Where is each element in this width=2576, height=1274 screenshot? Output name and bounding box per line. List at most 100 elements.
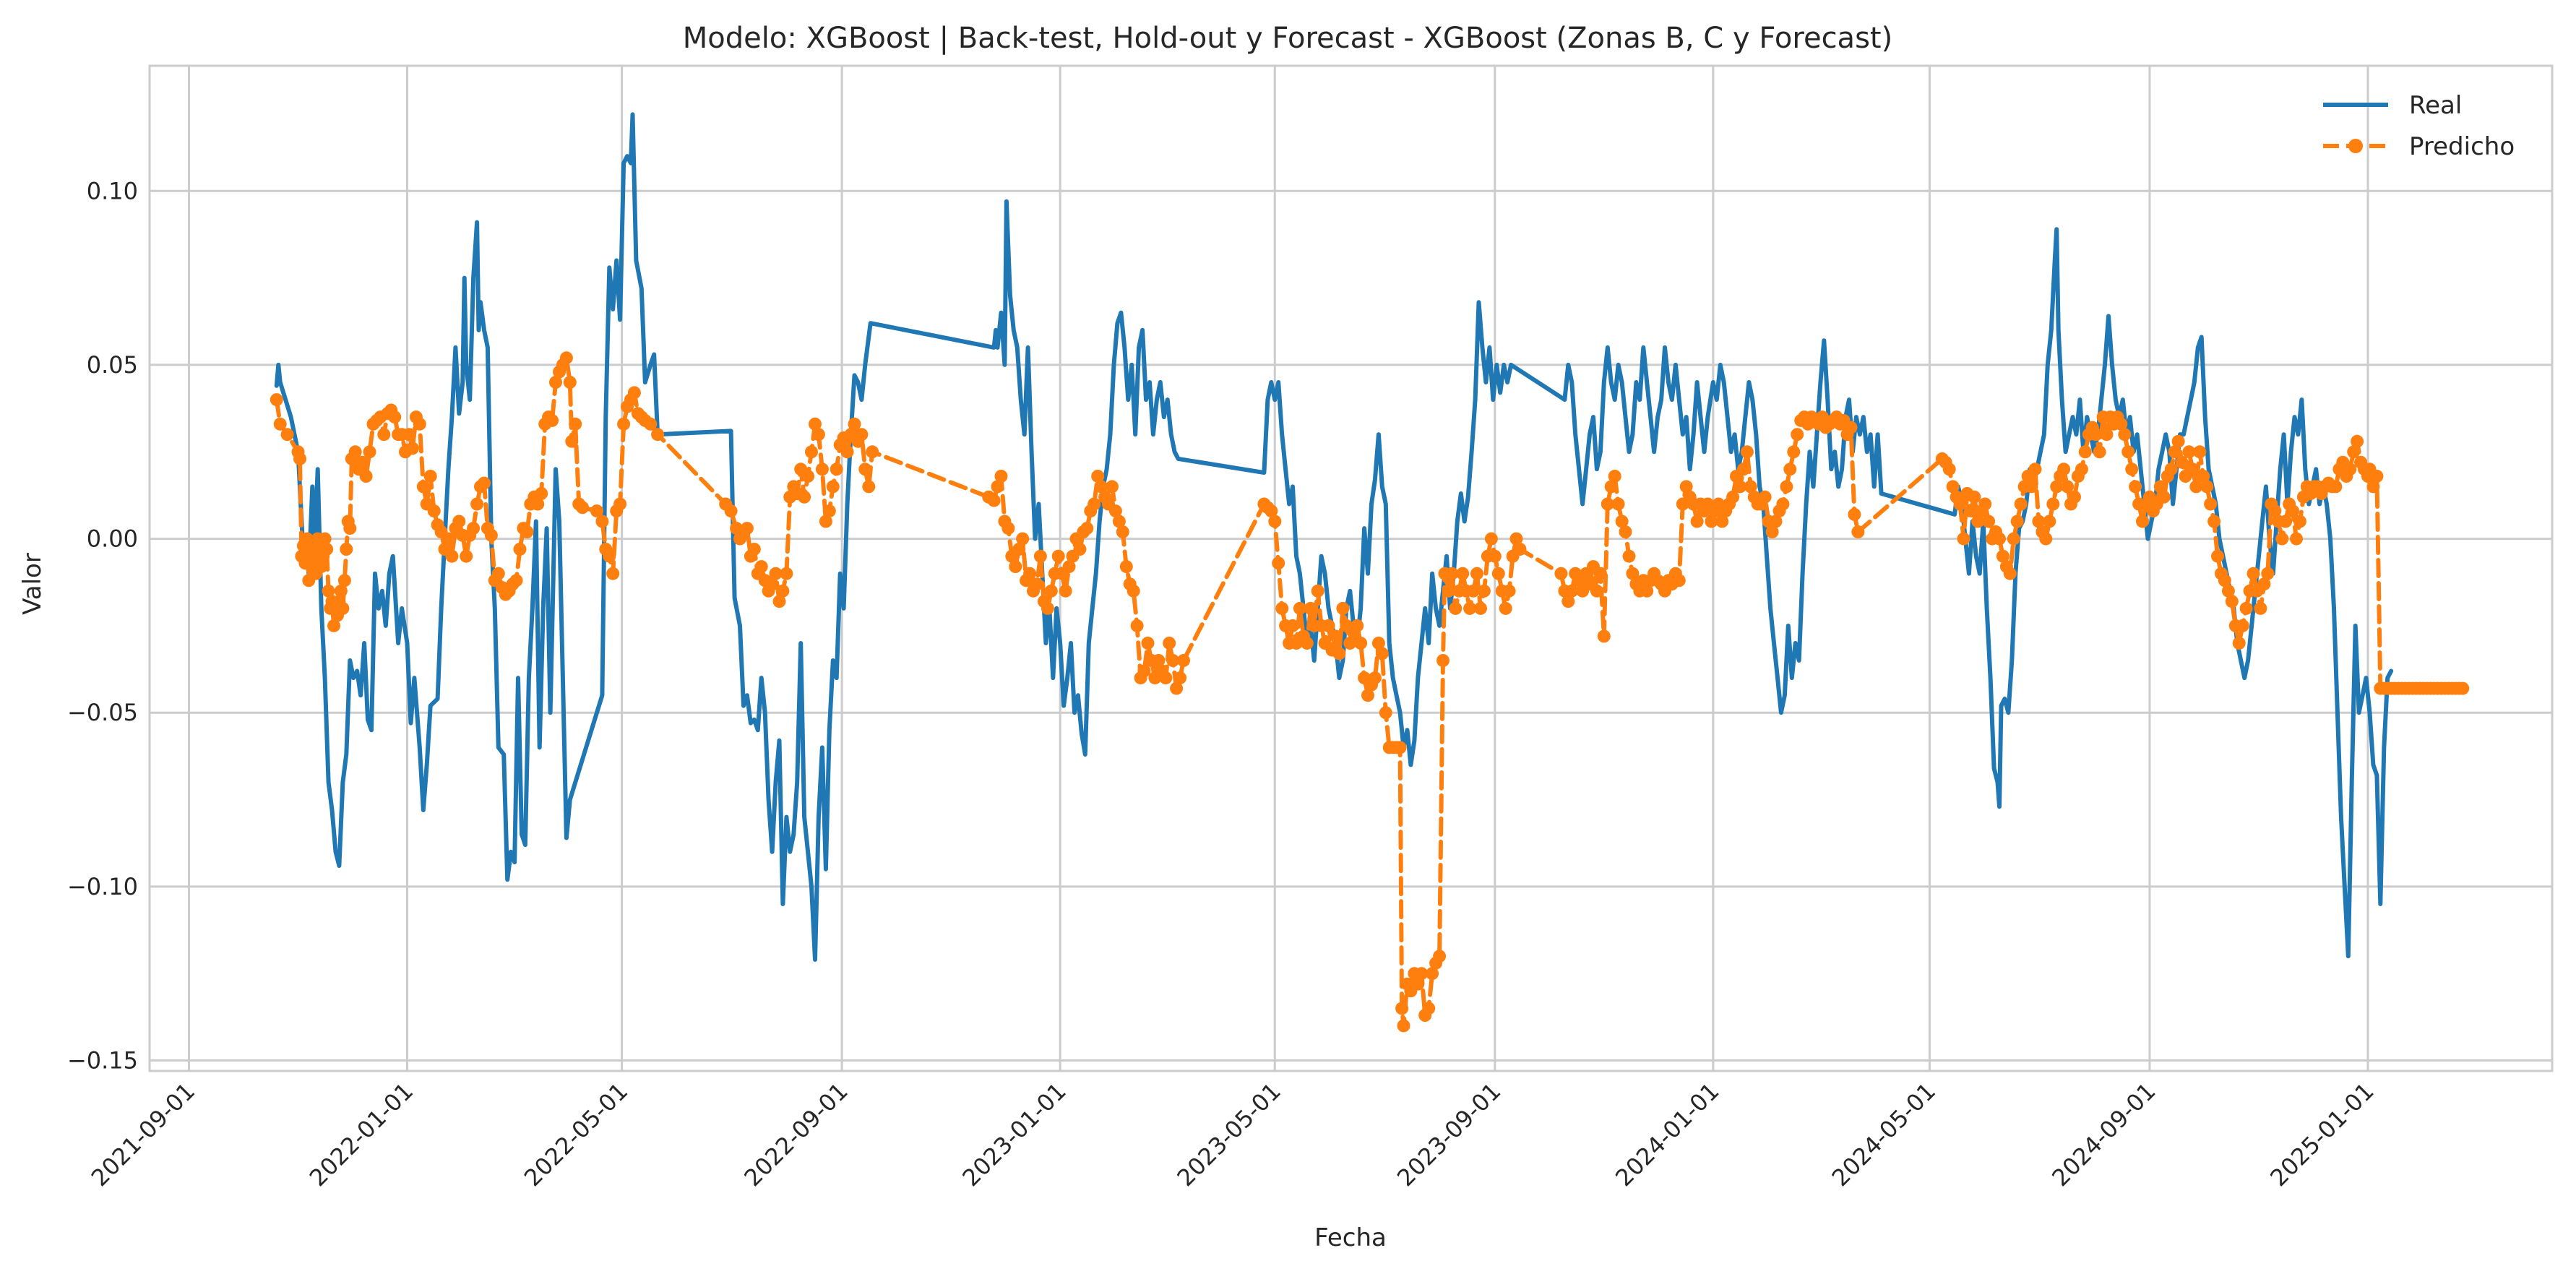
data-point <box>1791 428 1804 442</box>
data-point <box>1286 619 1299 632</box>
data-point <box>1597 629 1611 643</box>
data-point <box>2207 515 2221 528</box>
data-point <box>747 543 761 556</box>
data-point <box>427 504 441 518</box>
data-point <box>2279 515 2293 528</box>
data-point <box>1744 480 1757 494</box>
data-point <box>2293 515 2306 528</box>
data-point <box>1776 497 1790 511</box>
data-point <box>1023 567 1037 580</box>
data-point <box>413 417 426 431</box>
data-point <box>1009 560 1022 574</box>
data-point <box>1361 689 1374 702</box>
data-point <box>1091 470 1105 483</box>
data-point <box>1715 515 1729 528</box>
y-tick-label: 0.00 <box>87 525 138 553</box>
data-point <box>1166 654 1180 667</box>
data-point <box>2247 567 2260 580</box>
data-point <box>2136 515 2149 528</box>
data-point <box>1705 515 1718 528</box>
data-point <box>2046 497 2060 511</box>
data-point <box>363 445 376 459</box>
data-point <box>2218 574 2231 587</box>
data-point <box>776 584 790 598</box>
data-point <box>2286 504 2299 518</box>
data-point <box>280 428 294 442</box>
data-point <box>1679 480 1693 494</box>
data-point <box>1163 637 1176 650</box>
data-point <box>535 487 548 500</box>
data-point <box>1379 706 1392 720</box>
chart-title: Modelo: XGBoost | Back-test, Hold-out y … <box>683 22 1892 55</box>
y-tick-label: −0.05 <box>67 699 138 726</box>
data-point <box>805 445 818 459</box>
data-point <box>2129 480 2142 494</box>
data-point <box>811 428 825 442</box>
data-point <box>1095 480 1108 494</box>
data-point <box>1463 601 1477 615</box>
data-point <box>1368 671 1382 685</box>
data-point <box>1395 1002 1409 1015</box>
legend-predicho-label: Predicho <box>2409 132 2515 161</box>
data-point <box>1851 525 1865 538</box>
data-point <box>1336 601 1350 615</box>
data-point <box>2329 480 2343 494</box>
data-point <box>2204 497 2218 511</box>
data-point <box>1765 525 1779 538</box>
data-point <box>1477 584 1491 598</box>
data-point <box>1173 671 1187 685</box>
data-point <box>470 497 484 511</box>
data-point <box>1051 549 1065 563</box>
data-point <box>2239 601 2253 615</box>
data-point <box>2232 637 2246 650</box>
data-point <box>565 434 579 448</box>
data-point <box>1608 470 1621 483</box>
data-point <box>2168 445 2181 459</box>
data-point <box>1177 654 1190 667</box>
data-point <box>2197 470 2210 483</box>
grid-lines <box>150 66 2552 1071</box>
data-point <box>830 462 843 476</box>
data-point <box>1170 681 1184 695</box>
data-point <box>2003 567 2017 580</box>
data-point <box>460 549 473 563</box>
data-point <box>1554 567 1568 580</box>
data-point <box>314 560 328 574</box>
data-point <box>2290 532 2303 546</box>
data-point <box>1393 741 1407 754</box>
y-tick-label: −0.15 <box>67 1047 138 1075</box>
x-tick-label: 2024-01-01 <box>1610 1077 1724 1192</box>
data-point <box>1626 567 1640 580</box>
y-tick-label: 0.10 <box>87 177 138 205</box>
data-point <box>1433 950 1447 963</box>
data-point <box>644 417 658 431</box>
data-point <box>327 619 340 632</box>
data-point <box>1601 497 1614 511</box>
data-point <box>270 393 283 407</box>
data-point <box>1769 515 1783 528</box>
data-point <box>343 522 357 535</box>
data-point <box>2175 455 2189 469</box>
x-tick-label: 2024-05-01 <box>1827 1077 1941 1192</box>
data-point <box>1758 490 1772 504</box>
data-point <box>1059 584 1072 598</box>
data-point <box>2200 480 2214 494</box>
data-point <box>1152 654 1166 667</box>
x-tick-label: 2022-09-01 <box>738 1077 853 1192</box>
data-point <box>1137 664 1151 678</box>
data-point <box>858 462 872 476</box>
y-axis-label: Valor <box>18 553 47 615</box>
data-point <box>1265 504 1278 518</box>
data-point <box>1968 490 1981 504</box>
data-point <box>651 428 665 442</box>
data-point <box>356 455 369 469</box>
data-point <box>320 543 334 556</box>
data-point <box>1640 584 1654 598</box>
data-point <box>2025 480 2038 494</box>
data-point <box>1304 601 1317 615</box>
data-point <box>1062 560 1076 574</box>
data-point <box>1322 619 1335 632</box>
data-point <box>798 490 811 504</box>
data-point <box>2121 445 2135 459</box>
